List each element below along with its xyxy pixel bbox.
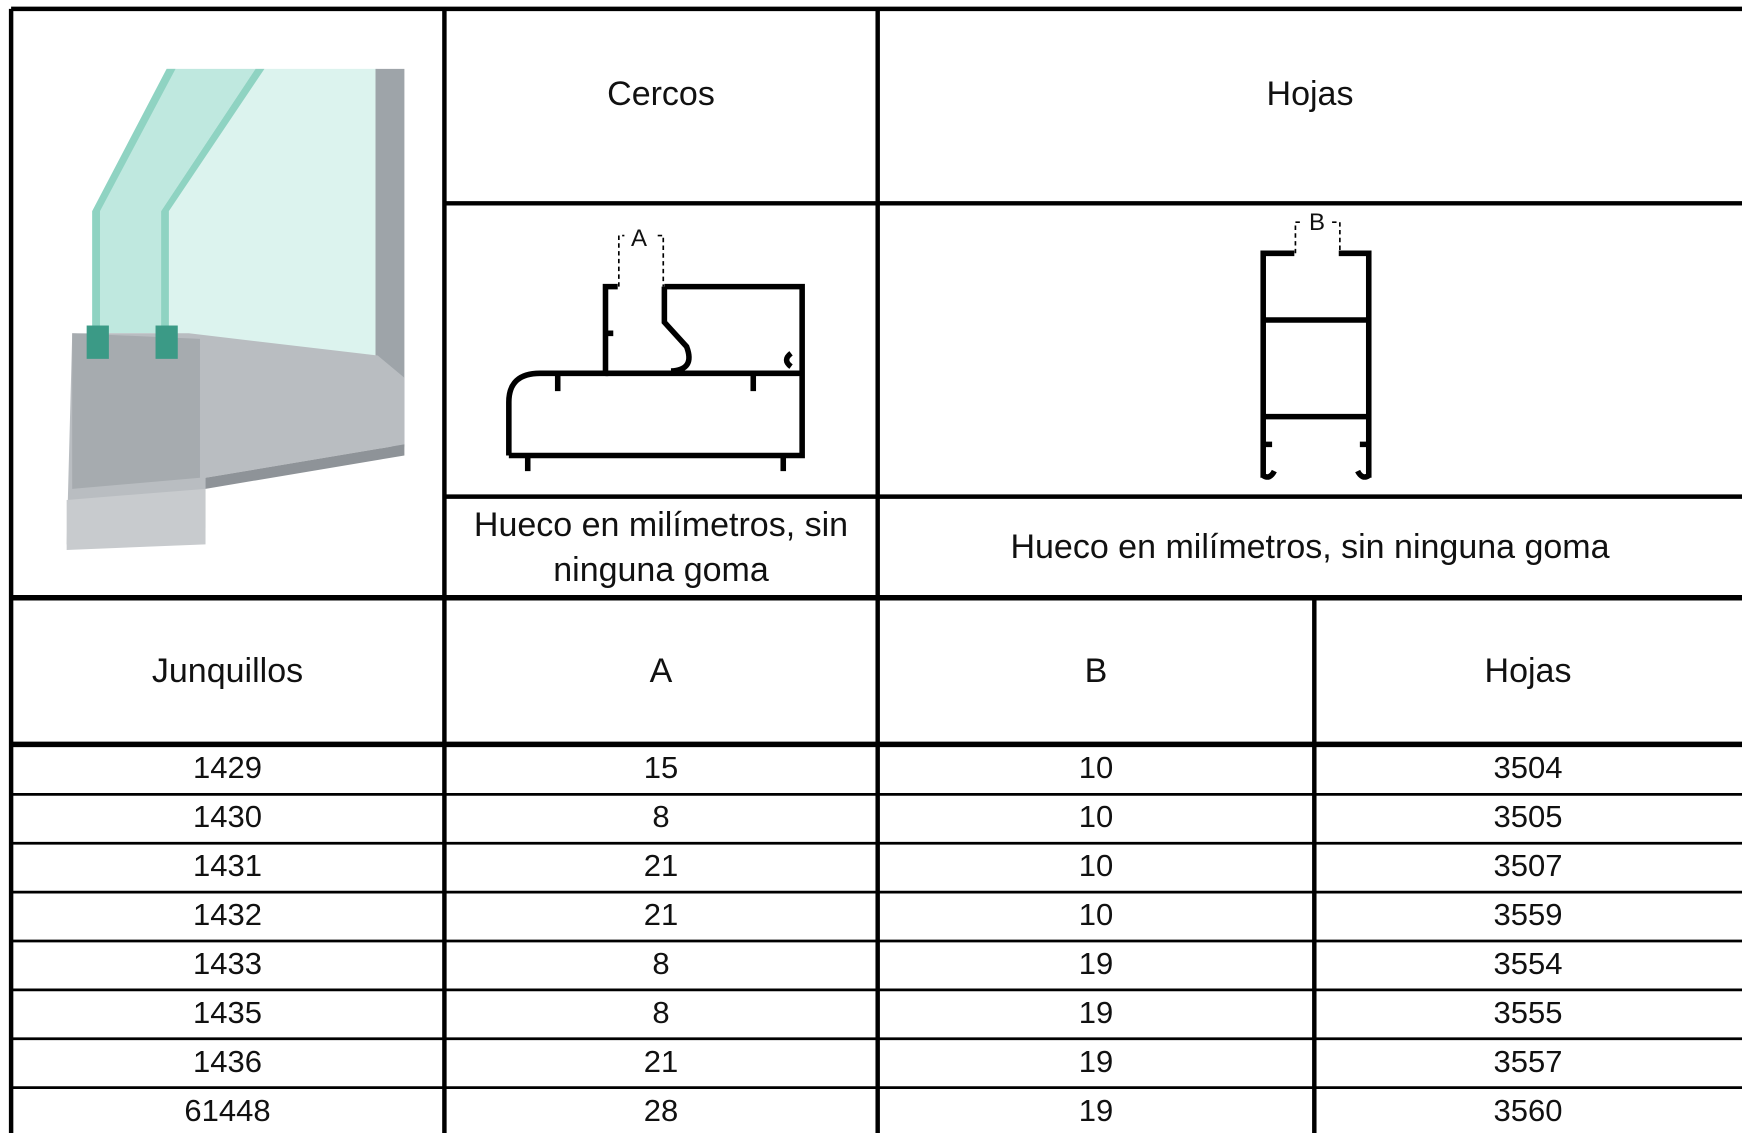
table-cell: 19: [1078, 1044, 1114, 1080]
sash-profile: [1260, 221, 1372, 480]
column-header: Hojas: [1484, 651, 1572, 690]
column-header: A: [649, 651, 673, 690]
table-cell: 10: [1078, 897, 1114, 933]
table-cell: 3505: [1493, 799, 1563, 835]
window-profile-image: [66, 68, 405, 550]
table-cell: 1436: [193, 1044, 262, 1080]
column-header: Junquillos: [151, 651, 304, 690]
table-cell: 28: [643, 1093, 679, 1129]
table-cell: 1431: [193, 848, 262, 884]
table-cell: 61448: [184, 1093, 271, 1129]
table-cell: 21: [643, 897, 679, 933]
table-cell: 3557: [1493, 1044, 1563, 1080]
table-cell: 10: [1078, 750, 1114, 786]
table-cell: 3507: [1493, 848, 1563, 884]
table-cell: 19: [1078, 1093, 1114, 1129]
profile-label: B: [1308, 209, 1326, 236]
note-cell: Hueco en milímetros, sin ninguna goma: [473, 506, 849, 589]
table-cell: 3560: [1493, 1093, 1563, 1129]
table-cell: 10: [1078, 799, 1114, 835]
table-cell: 3559: [1493, 897, 1563, 933]
table-cell: 1433: [193, 946, 262, 982]
table-cell: 19: [1078, 995, 1114, 1031]
frame-profile: [506, 234, 805, 472]
table-cell: 8: [652, 799, 670, 835]
table-cell: 8: [652, 946, 670, 982]
table-cell: 3555: [1493, 995, 1563, 1031]
profile-label: A: [630, 225, 648, 252]
table-cell: 10: [1078, 848, 1114, 884]
table-cell: 8: [652, 995, 670, 1031]
table-cell: 1435: [193, 995, 262, 1031]
table-cell: 15: [643, 750, 679, 786]
table-cell: 3504: [1493, 750, 1563, 786]
table-cell: 19: [1078, 946, 1114, 982]
note-cell: Hueco en milímetros, sin ninguna goma: [1010, 528, 1610, 567]
table-cell: 3554: [1493, 946, 1563, 982]
table-cell: 21: [643, 848, 679, 884]
column-header: B: [1084, 651, 1108, 690]
table-cell: 1430: [193, 799, 262, 835]
header-cell: Cercos: [607, 74, 715, 113]
table-cell: 1432: [193, 897, 262, 933]
table-cell: 1429: [193, 750, 262, 786]
table-cell: 21: [643, 1044, 679, 1080]
header-cell: Hojas: [1266, 74, 1354, 113]
